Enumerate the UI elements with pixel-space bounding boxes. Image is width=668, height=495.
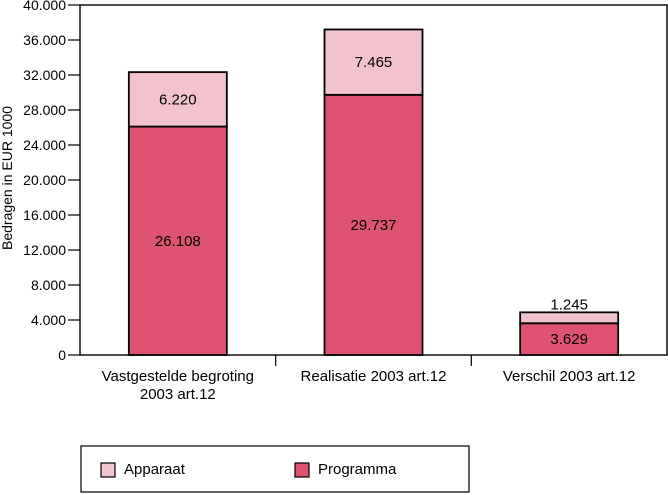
y-axis-title: Bedragen in EUR 1000 xyxy=(0,106,15,250)
bar-apparaat-1 xyxy=(127,71,228,128)
data-label-programma-3: 3.629 xyxy=(550,331,588,348)
legend-swatch-programma xyxy=(294,462,310,478)
y-tick-label: 32.000 xyxy=(23,67,66,83)
legend-label-apparaat: Apparaat xyxy=(124,461,186,478)
x-category-label-1-2: 2003 art.12 xyxy=(140,386,216,403)
y-tick-label: 24.000 xyxy=(23,137,66,153)
x-category-label-3-1: Verschil 2003 art.12 xyxy=(503,368,636,385)
legend-swatch-apparaat xyxy=(100,462,116,478)
legend: Apparaat Programma xyxy=(80,445,470,493)
data-label-apparaat-1: 6.220 xyxy=(159,91,197,108)
bar-programma-2 xyxy=(323,93,424,356)
x-category-label-2-1: Realisatie 2003 art.12 xyxy=(301,368,447,385)
bar-programma-3 xyxy=(519,322,620,356)
bar-apparaat-2 xyxy=(323,28,424,96)
x-category-label-1-1: Vastgestelde begroting xyxy=(102,368,254,385)
y-tick-label: 36.000 xyxy=(23,32,66,48)
y-tick-label: 40.000 xyxy=(23,0,66,13)
axes xyxy=(68,4,472,366)
data-label-apparaat-2: 7.465 xyxy=(355,54,393,71)
y-tick-label: 4.000 xyxy=(31,312,66,328)
legend-box xyxy=(80,445,470,493)
bars xyxy=(127,28,620,356)
y-tick-label: 0 xyxy=(58,347,66,363)
labels: 0 4.000 8.000 12.000 16.000 20.000 24.000 28.00… xyxy=(23,0,635,403)
y-tick-label: 28.000 xyxy=(23,102,66,118)
data-label-programma-1: 26.108 xyxy=(155,233,201,250)
data-label-programma-2: 29.737 xyxy=(351,217,397,234)
y-tick-label: 16.000 xyxy=(23,207,66,223)
bar-apparaat-3 xyxy=(519,311,620,325)
legend-label-programma: Programma xyxy=(318,461,397,478)
y-tick-label: 12.000 xyxy=(23,242,66,258)
bar-programma-1 xyxy=(127,125,228,356)
y-tick-label: 20.000 xyxy=(23,172,66,188)
data-label-apparaat-3: 1.245 xyxy=(550,296,588,313)
y-tick-label: 8.000 xyxy=(31,277,66,293)
